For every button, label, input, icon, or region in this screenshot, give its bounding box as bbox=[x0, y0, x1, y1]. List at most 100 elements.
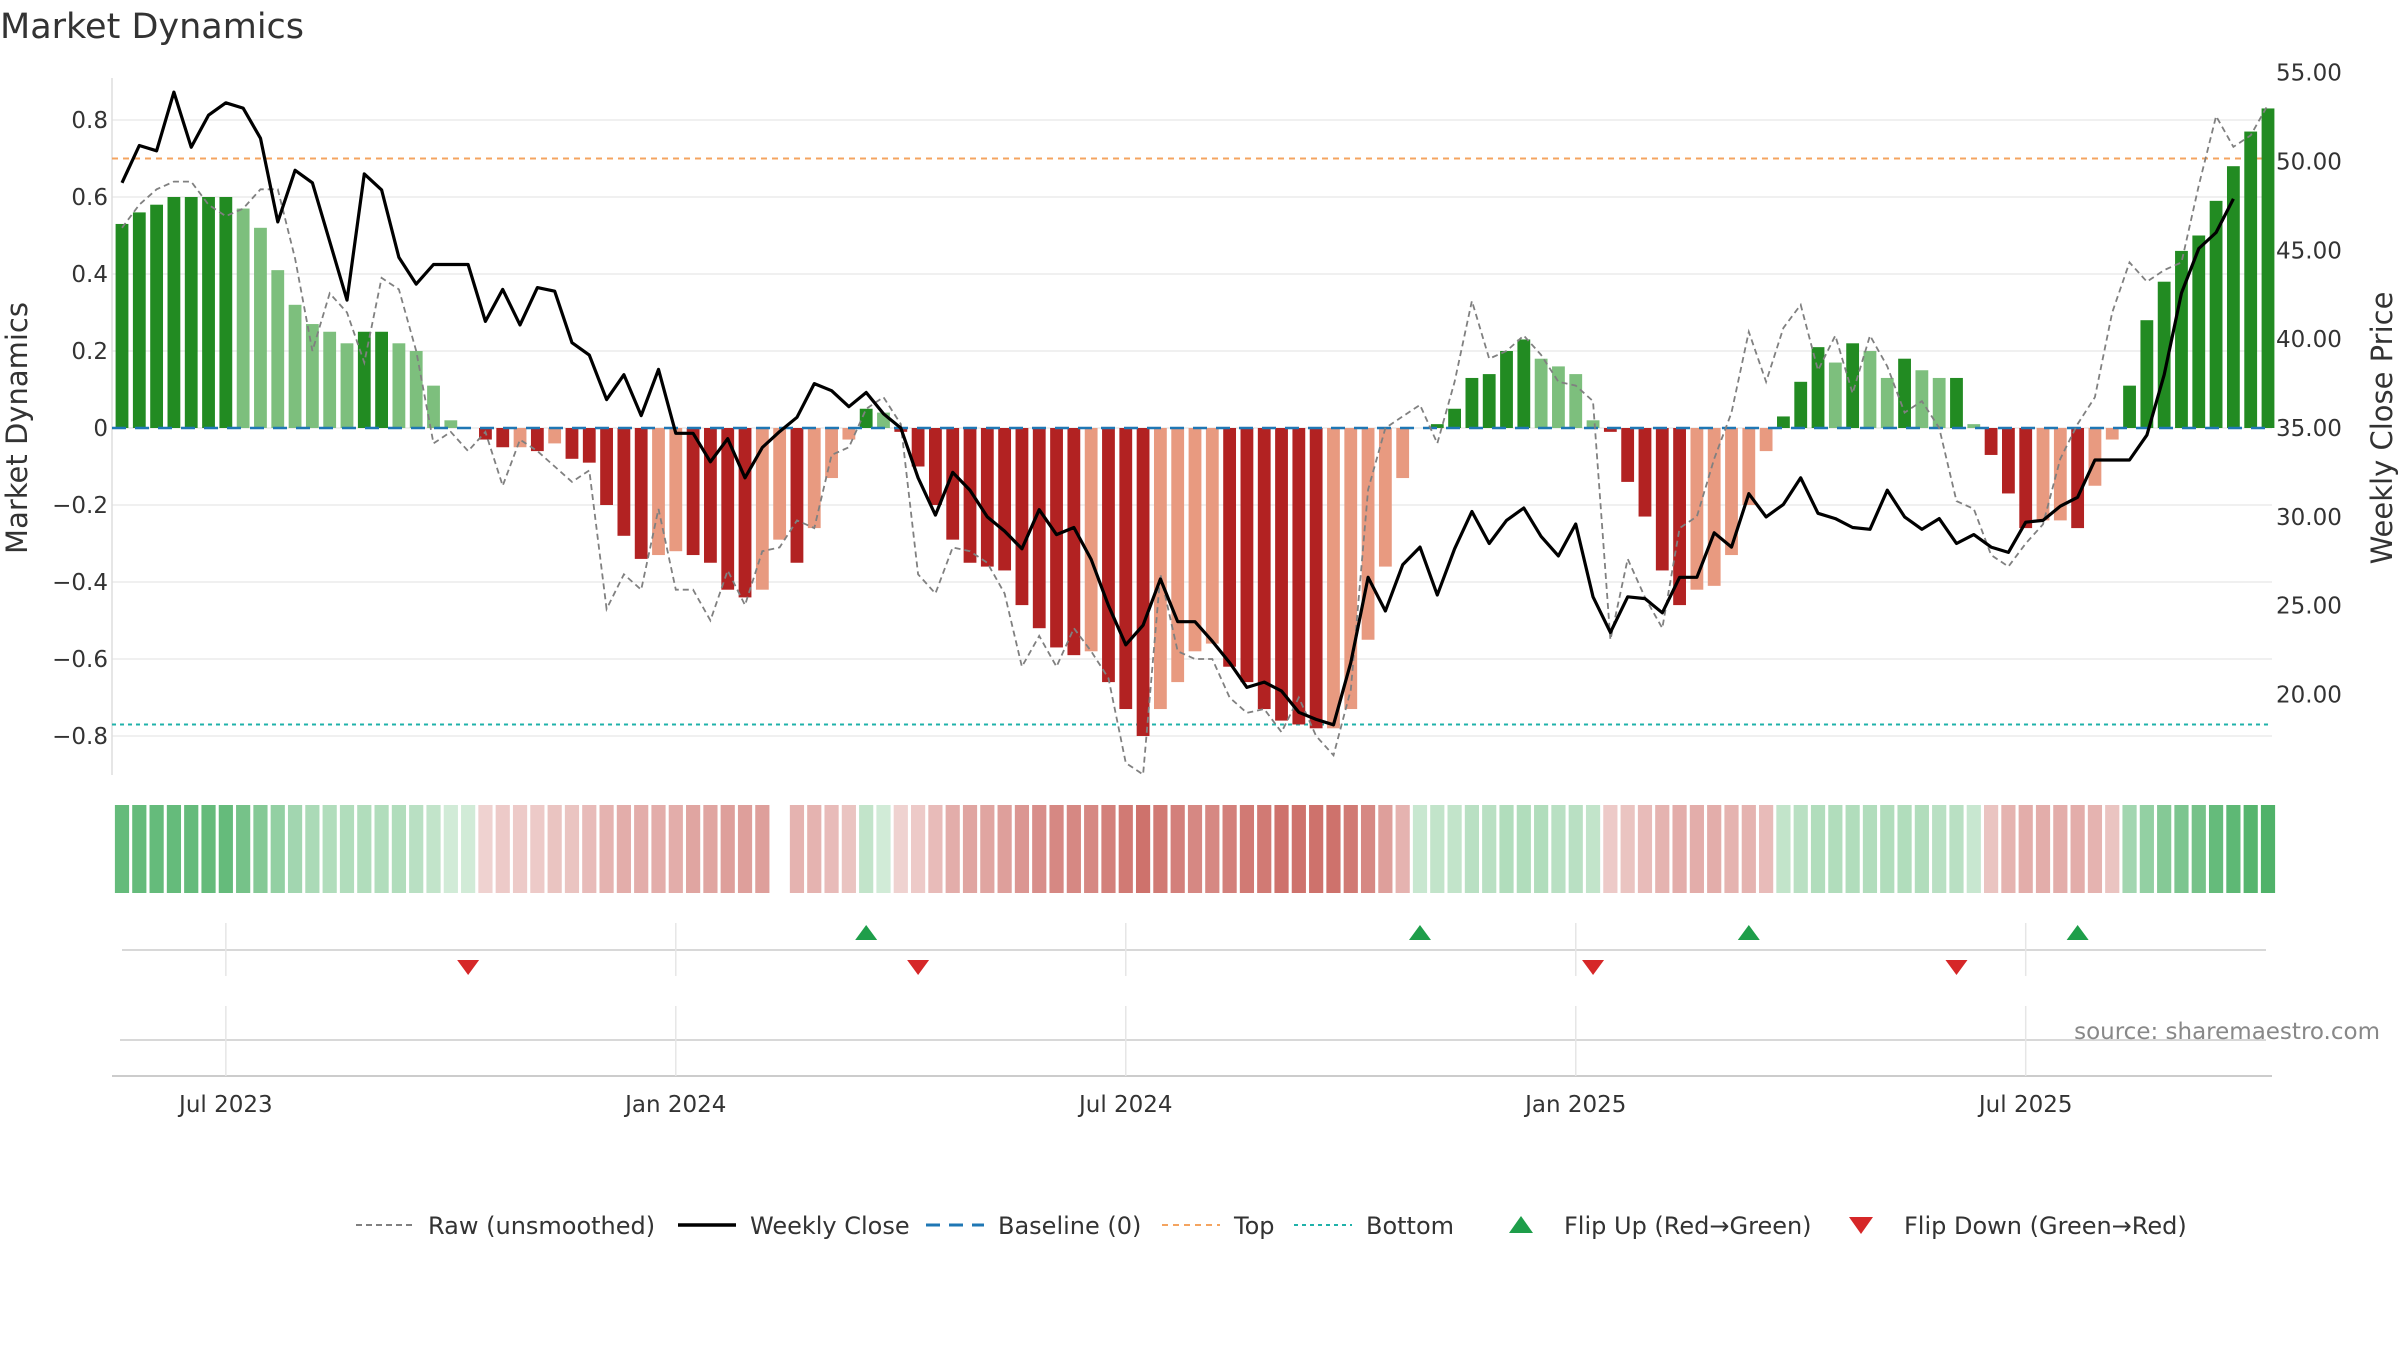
regime-cell bbox=[149, 805, 164, 893]
dynamics-bar bbox=[1050, 428, 1063, 648]
regime-cell bbox=[1447, 805, 1462, 893]
regime-cell bbox=[928, 805, 943, 893]
regime-cell bbox=[478, 805, 493, 893]
regime-cell bbox=[1880, 805, 1895, 893]
y-left-tick-label: −0.8 bbox=[52, 724, 108, 750]
regime-cell bbox=[1274, 805, 1289, 893]
dynamics-bar bbox=[1309, 428, 1323, 729]
y-right-tick-label: 30.00 bbox=[2276, 505, 2342, 531]
dynamics-bar bbox=[617, 428, 631, 536]
legend-label: Flip Down (Green→Red) bbox=[1904, 1212, 2187, 1240]
y-right-tick-label: 25.00 bbox=[2276, 594, 2342, 620]
regime-cell bbox=[980, 805, 995, 893]
y-right-tick-label: 50.00 bbox=[2276, 149, 2342, 175]
regime-cell bbox=[1689, 805, 1704, 893]
regime-cell bbox=[1309, 805, 1324, 893]
regime-cell bbox=[634, 805, 649, 893]
regime-strip bbox=[114, 805, 2276, 893]
dynamics-bar bbox=[704, 428, 717, 563]
series-lines bbox=[120, 90, 2269, 777]
dynamics-bar bbox=[323, 331, 337, 428]
dynamics-bar bbox=[271, 270, 285, 428]
flip-up-marker bbox=[855, 925, 878, 940]
dynamics-bar bbox=[513, 428, 527, 448]
dynamics-bar bbox=[1344, 428, 1358, 710]
regime-cell bbox=[443, 805, 458, 893]
regime-cell bbox=[1966, 805, 1981, 893]
regime-cell bbox=[564, 805, 580, 893]
regime-cell bbox=[1153, 805, 1168, 893]
dynamics-bar bbox=[1482, 374, 1496, 428]
regime-cell bbox=[1932, 805, 1947, 893]
dynamics-bar bbox=[634, 428, 648, 559]
dynamics-bar bbox=[1378, 428, 1392, 567]
regime-cell bbox=[1049, 805, 1064, 893]
regime-cell bbox=[1326, 805, 1341, 893]
regime-cell bbox=[391, 805, 406, 893]
regime-cell bbox=[409, 805, 424, 893]
dynamics-bar bbox=[1517, 339, 1531, 428]
regime-cell bbox=[357, 805, 372, 893]
regime-cell bbox=[893, 805, 908, 893]
dynamics-bar bbox=[963, 428, 977, 563]
regime-cell bbox=[1118, 805, 1133, 893]
dynamics-bar bbox=[998, 428, 1012, 571]
regime-cell bbox=[374, 805, 389, 893]
dynamics-bar bbox=[548, 428, 562, 444]
dynamics-bar bbox=[1032, 428, 1046, 629]
regime-cell bbox=[737, 805, 753, 893]
regime-cell bbox=[253, 805, 268, 893]
x-tick-label: Jul 2025 bbox=[1977, 1092, 2073, 1118]
regime-cell bbox=[1014, 805, 1030, 893]
regime-cell bbox=[945, 805, 960, 893]
regime-cell bbox=[703, 805, 718, 893]
regime-cell bbox=[287, 805, 303, 893]
y-left-tick-label: −0.4 bbox=[52, 570, 108, 596]
dynamics-bar bbox=[236, 208, 250, 428]
regime-cell bbox=[1949, 805, 1964, 893]
regime-cell bbox=[962, 805, 978, 893]
regime-cell bbox=[270, 805, 285, 893]
regime-cell bbox=[2105, 805, 2120, 893]
regime-cell bbox=[1585, 805, 1601, 893]
regime-cell bbox=[1222, 805, 1237, 893]
regime-cell bbox=[2018, 805, 2033, 893]
dynamics-bar bbox=[1586, 420, 1600, 428]
regime-cell bbox=[1395, 805, 1410, 893]
regime-cell bbox=[582, 805, 597, 893]
dynamics-bar bbox=[375, 331, 389, 428]
legend-label: Top bbox=[1233, 1212, 1275, 1240]
dynamics-bar bbox=[1292, 428, 1306, 725]
regime-cell bbox=[2191, 805, 2206, 893]
x-tick-label: Jul 2024 bbox=[1077, 1092, 1173, 1118]
regime-cell bbox=[2260, 805, 2276, 893]
dynamics-bar bbox=[202, 197, 215, 428]
dynamics-bar bbox=[288, 304, 302, 428]
dynamics-bar bbox=[1828, 362, 1842, 428]
flip-down-marker bbox=[457, 960, 480, 975]
dynamics-bar bbox=[755, 428, 769, 590]
legend-label: Weekly Close bbox=[750, 1212, 910, 1240]
regime-cell bbox=[1032, 805, 1047, 893]
regime-cell bbox=[841, 805, 856, 893]
regime-cell bbox=[1914, 805, 1929, 893]
dynamics-bar bbox=[686, 428, 700, 556]
regime-cell bbox=[1551, 805, 1566, 893]
dynamics-bar bbox=[859, 408, 873, 428]
regime-cell bbox=[1741, 805, 1756, 893]
regime-cell bbox=[1135, 805, 1151, 893]
dynamics-bar bbox=[1967, 424, 1981, 428]
regime-cell bbox=[616, 805, 631, 893]
dynamics-bar bbox=[2261, 108, 2275, 428]
legend-flip-up-swatch bbox=[1509, 1216, 1533, 1233]
y-right-tick-label: 35.00 bbox=[2276, 416, 2342, 442]
regime-cell bbox=[2053, 805, 2068, 893]
dynamics-bar bbox=[1950, 377, 1963, 428]
regime-cell bbox=[461, 805, 476, 893]
dynamics-bar bbox=[496, 428, 510, 448]
dynamics-bar bbox=[1240, 428, 1254, 683]
dynamics-bar bbox=[669, 428, 683, 552]
weekly-close-line bbox=[120, 90, 2235, 727]
raw-unsmoothed-line bbox=[121, 104, 2269, 777]
dynamics-bar bbox=[911, 428, 925, 467]
